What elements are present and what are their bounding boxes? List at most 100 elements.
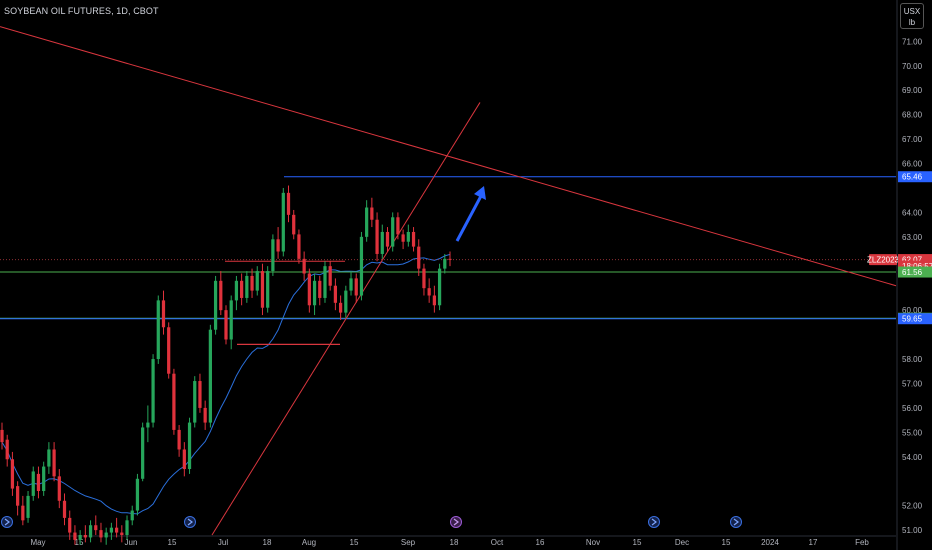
chart-title: SOYBEAN OIL FUTURES, 1D, CBOT bbox=[4, 6, 159, 16]
y-tick-label: 64.00 bbox=[902, 208, 923, 217]
candle-body bbox=[422, 268, 426, 289]
x-tick-label: 18 bbox=[450, 538, 459, 547]
candle-body bbox=[151, 359, 155, 423]
candle-body bbox=[380, 231, 384, 254]
candle-body bbox=[219, 280, 223, 311]
x-tick-label: 15 bbox=[168, 538, 177, 547]
candle-body bbox=[437, 268, 442, 306]
candle-body bbox=[73, 532, 77, 540]
ascending-trend-line bbox=[211, 102, 481, 536]
candle-body bbox=[120, 532, 124, 535]
price-tag-bg bbox=[898, 266, 932, 278]
candle-body bbox=[297, 234, 301, 259]
candle-body bbox=[213, 280, 218, 330]
candle-body bbox=[83, 535, 87, 538]
x-tick-label: Dec bbox=[675, 538, 689, 547]
candle-body bbox=[5, 439, 9, 460]
event-marker-glyph bbox=[187, 518, 193, 526]
candle-body bbox=[31, 471, 35, 496]
candle-body bbox=[125, 520, 129, 535]
projection-arrow-head bbox=[474, 186, 486, 200]
symbol-tag-bg bbox=[869, 254, 897, 266]
candle-body bbox=[349, 278, 353, 291]
candle-body bbox=[370, 207, 374, 220]
candle-body bbox=[47, 449, 51, 467]
candle-body bbox=[52, 449, 56, 477]
candle-body bbox=[276, 239, 280, 252]
candle-body bbox=[359, 236, 364, 296]
candle-body bbox=[396, 217, 400, 235]
event-marker-icon bbox=[1, 516, 13, 528]
candle-body bbox=[224, 310, 228, 340]
event-marker-icon bbox=[450, 516, 462, 528]
x-tick-label: 18 bbox=[263, 538, 272, 547]
candle-body bbox=[318, 280, 322, 298]
event-marker-glyph bbox=[4, 518, 10, 526]
candle-body bbox=[401, 234, 405, 242]
candle-body bbox=[323, 266, 327, 298]
candle-body bbox=[57, 476, 61, 501]
candle-body bbox=[344, 290, 348, 313]
candle-body bbox=[307, 273, 311, 306]
y-tick-label: 60.00 bbox=[902, 306, 923, 315]
x-tick-label: 15 bbox=[633, 538, 642, 547]
descending-trend-line bbox=[0, 26, 897, 287]
candle-body bbox=[448, 258, 452, 260]
candle-body bbox=[0, 429, 4, 443]
candle-body bbox=[161, 300, 166, 328]
candle-body bbox=[68, 517, 72, 533]
candle-body bbox=[333, 285, 338, 303]
candle-body bbox=[36, 473, 41, 492]
candle-body bbox=[203, 407, 207, 423]
y-tick-label: 63.00 bbox=[902, 233, 923, 242]
x-tick-label: 15 bbox=[75, 538, 84, 547]
candle-body bbox=[302, 258, 306, 274]
candle-body bbox=[182, 449, 186, 470]
candle-body bbox=[245, 275, 249, 298]
candle-body bbox=[286, 192, 291, 215]
candle-body bbox=[193, 381, 197, 423]
candle-body bbox=[255, 271, 259, 291]
y-tick-label: 71.00 bbox=[902, 37, 923, 46]
x-tick-label: Aug bbox=[302, 538, 316, 547]
candle-body bbox=[146, 422, 150, 428]
event-marker-icon bbox=[730, 516, 742, 528]
candle-body bbox=[21, 505, 25, 521]
candle-body bbox=[281, 192, 285, 252]
y-tick-label: 69.00 bbox=[902, 86, 923, 95]
unit-weight: lb bbox=[908, 18, 916, 27]
x-tick-label: Jul bbox=[218, 538, 228, 547]
price-tag-label: 61.56 bbox=[902, 268, 923, 277]
event-marker-glyph bbox=[651, 518, 657, 526]
x-tick-label: 15 bbox=[722, 538, 731, 547]
candle-body bbox=[99, 530, 103, 538]
candle-body bbox=[62, 500, 67, 518]
x-tick-label: 16 bbox=[536, 538, 545, 547]
x-tick-label: 2024 bbox=[761, 538, 779, 547]
y-tick-label: 55.00 bbox=[902, 428, 923, 437]
x-tick-label: Oct bbox=[491, 538, 504, 547]
candle-body bbox=[432, 295, 436, 306]
candle-body bbox=[234, 280, 239, 301]
candle-body bbox=[141, 427, 145, 479]
y-tick-label: 66.00 bbox=[902, 160, 923, 169]
candle-body bbox=[354, 278, 358, 296]
candle-body bbox=[198, 381, 202, 408]
candle-body bbox=[26, 495, 30, 518]
price-tag-label: 65.46 bbox=[902, 173, 923, 182]
candle-body bbox=[411, 231, 416, 247]
y-tick-label: 51.00 bbox=[902, 526, 923, 535]
price-tag-bg bbox=[898, 171, 932, 183]
symbol-tag-label: ZLZ2023 bbox=[867, 256, 900, 265]
candle-body bbox=[240, 280, 244, 298]
price-unit-toggle[interactable]: USX lb bbox=[900, 3, 924, 29]
candle-body bbox=[130, 510, 134, 521]
price-tag-bg bbox=[898, 254, 932, 266]
event-marker-icon bbox=[184, 516, 196, 528]
x-tick-label: Jun bbox=[125, 538, 138, 547]
moving-average-line bbox=[1, 253, 451, 515]
projection-arrow-shaft bbox=[455, 195, 483, 242]
candle-body bbox=[406, 231, 410, 242]
y-tick-label: 56.00 bbox=[902, 404, 923, 413]
